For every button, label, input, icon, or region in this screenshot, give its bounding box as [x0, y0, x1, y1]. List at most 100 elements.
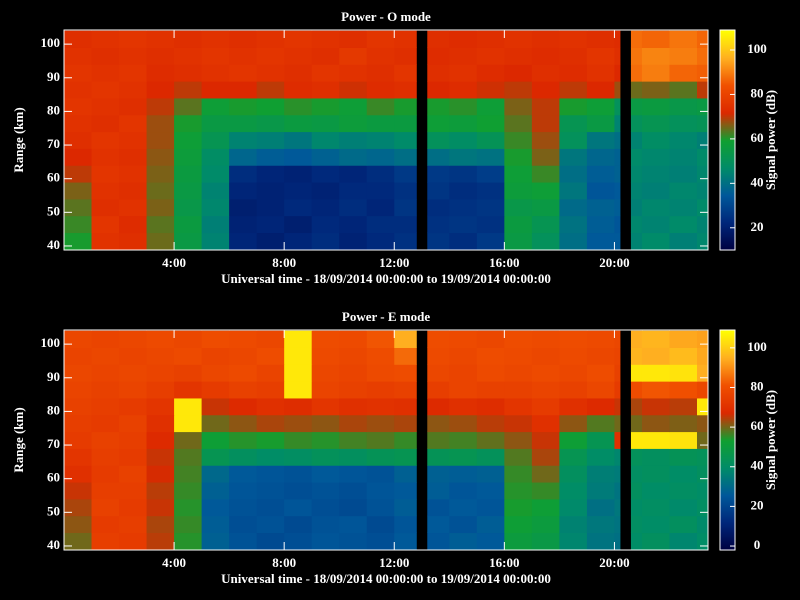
y-tick-label: 60	[47, 170, 60, 185]
colorbar-segment	[720, 244, 735, 247]
heatmap-cell	[427, 448, 450, 466]
heatmap-cell	[256, 97, 285, 116]
heatmap-cell	[531, 347, 560, 365]
colorbar-segment	[720, 386, 735, 389]
heatmap-cell	[201, 532, 230, 550]
heatmap-cell	[91, 397, 120, 416]
heatmap-cell	[174, 364, 203, 382]
heatmap-cell	[696, 347, 709, 365]
heatmap-cell	[476, 515, 505, 534]
colorbar-segment	[720, 498, 735, 501]
heatmap-cell	[669, 97, 698, 116]
colorbar-segment	[720, 470, 735, 473]
colorbar-segment	[720, 350, 735, 353]
heatmap-cell	[311, 97, 340, 116]
heatmap-cell	[366, 532, 395, 550]
colorbar-segment	[720, 468, 735, 471]
heatmap-cell	[504, 397, 533, 416]
heatmap-cell	[586, 364, 615, 382]
heatmap-cell	[669, 114, 698, 133]
heatmap-cell	[311, 165, 340, 183]
heatmap-cell	[696, 414, 709, 433]
colorbar-label: Signal power (dB)	[763, 90, 778, 190]
y-axis-label: Range (km)	[11, 107, 26, 172]
colorbar-segment	[720, 332, 735, 335]
heatmap-cell	[504, 97, 533, 116]
heatmap-cell	[586, 330, 615, 348]
heatmap-cell	[284, 215, 313, 234]
heatmap-cell	[119, 532, 148, 550]
heatmap-cell	[311, 182, 340, 200]
heatmap-cell	[201, 148, 230, 166]
heatmap-cell	[256, 182, 285, 200]
heatmap-cell	[476, 114, 505, 133]
heatmap-cell	[641, 381, 670, 399]
colorbar-segment	[720, 494, 735, 497]
colorbar-segment	[720, 232, 735, 235]
heatmap-cell	[669, 81, 698, 99]
heatmap-cell	[91, 515, 120, 534]
heatmap-cell	[669, 30, 698, 48]
colorbar-segment	[720, 478, 735, 481]
heatmap-cell	[394, 515, 417, 534]
heatmap-cell	[641, 182, 670, 200]
heatmap-cell	[696, 397, 709, 416]
colorbar-segment	[720, 226, 735, 229]
heatmap-cell	[586, 498, 615, 517]
colorbar-segment	[720, 202, 735, 205]
heatmap-cell	[174, 114, 203, 133]
heatmap-cell	[427, 364, 450, 382]
heatmap-cell	[449, 347, 478, 365]
y-axis-label: Range (km)	[11, 407, 26, 472]
heatmap-cell	[614, 482, 621, 500]
heatmap-cell	[531, 114, 560, 133]
heatmap-cell	[256, 215, 285, 234]
heatmap-cell	[586, 448, 615, 466]
heatmap-cell	[559, 515, 588, 534]
heatmap-cell	[427, 347, 450, 365]
heatmap-cell	[366, 448, 395, 466]
heatmap-cell	[586, 515, 615, 534]
heatmap-cell	[339, 498, 368, 517]
heatmap-cell	[256, 448, 285, 466]
heatmap-cells	[64, 330, 709, 550]
heatmap-cell	[64, 330, 93, 348]
heatmap-cell	[229, 165, 258, 183]
heatmap-cell	[174, 381, 203, 399]
heatmap-cell	[669, 515, 698, 534]
heatmap-cell	[476, 131, 505, 149]
heatmap-cell	[394, 114, 417, 133]
heatmap-cell	[174, 414, 203, 433]
colorbar-segment	[720, 100, 735, 103]
heatmap-cell	[641, 364, 670, 382]
heatmap-cell	[339, 232, 368, 250]
heatmap-cell	[339, 131, 368, 149]
colorbar-segment	[720, 188, 735, 191]
heatmap-cell	[504, 498, 533, 517]
heatmap-cell	[696, 431, 709, 449]
heatmap-cell	[531, 47, 560, 65]
heatmap-cell	[284, 198, 313, 217]
heatmap-cell	[559, 30, 588, 48]
heatmap-cell	[669, 465, 698, 483]
colorbar-segment	[720, 406, 735, 409]
heatmap-cell	[91, 232, 120, 250]
heatmap-cell	[614, 148, 621, 166]
heatmap-cell	[366, 198, 395, 217]
heatmap-cell	[201, 381, 230, 399]
heatmap-cell	[366, 30, 395, 48]
heatmap-cell	[504, 448, 533, 466]
heatmap-cell	[64, 232, 93, 250]
heatmap-cell	[311, 482, 340, 500]
colorbar-segment	[720, 148, 735, 151]
colorbar-segment	[720, 362, 735, 365]
heatmap-cell	[146, 97, 175, 116]
heatmap-cell	[630, 114, 643, 133]
heatmap-cell	[559, 532, 588, 550]
heatmap-cell	[284, 515, 313, 534]
heatmap-cell	[146, 198, 175, 217]
heatmap-cell	[64, 198, 93, 217]
heatmap-cell	[339, 397, 368, 416]
heatmap-cell	[91, 215, 120, 234]
heatmap-cell	[174, 465, 203, 483]
